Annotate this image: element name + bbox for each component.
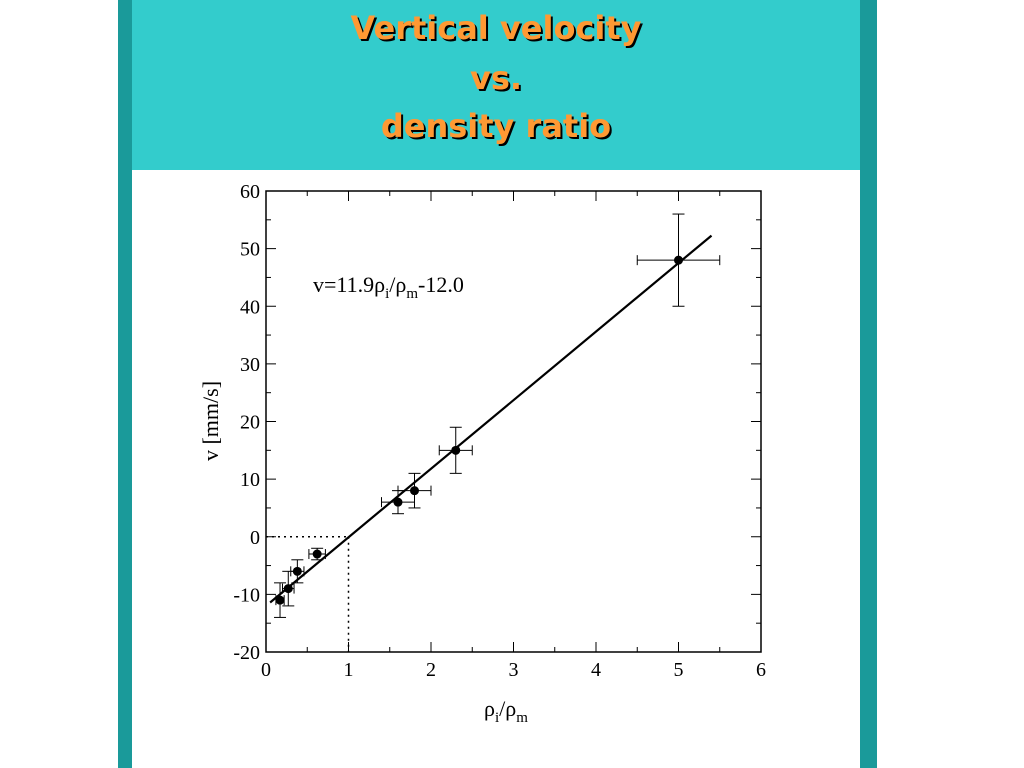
x-tick-label: 2 — [426, 659, 436, 681]
equation-label: v=11.9ρi/ρm-12.0 — [313, 272, 464, 302]
x-tick-label: 5 — [674, 659, 684, 681]
x-label-sub-i: i — [495, 710, 499, 726]
title-line-2: vs. — [469, 59, 523, 97]
y-tick-label: 60 — [240, 181, 260, 203]
x-tick-label: 3 — [509, 659, 519, 681]
title-line-1: Vertical velocity — [350, 9, 642, 47]
y-tick-label: 20 — [240, 412, 260, 434]
fit-line — [269, 234, 713, 604]
y-tick-label: 40 — [240, 296, 260, 318]
data-point — [674, 255, 683, 265]
data-point — [275, 595, 285, 605]
y-tick-label: 50 — [240, 239, 260, 261]
left-side-bar — [118, 0, 132, 768]
x-label-sep: /ρ — [499, 696, 516, 721]
x-axis-label: ρi/ρm — [484, 696, 528, 726]
y-tick-label: 10 — [240, 469, 260, 491]
data-point — [393, 497, 403, 507]
equation-sub-i: i — [385, 286, 389, 302]
y-tick-label: 30 — [240, 354, 260, 376]
equation-post: -12.0 — [418, 272, 464, 297]
data-point — [451, 445, 461, 455]
title-banner — [132, 0, 860, 170]
data-point — [312, 549, 322, 559]
equation-mid: /ρ — [389, 272, 406, 297]
x-tick-label: 0 — [261, 659, 271, 681]
equation-sub-m: m — [406, 286, 418, 302]
y-tick-label: -20 — [233, 642, 260, 664]
x-tick-label: 6 — [756, 659, 766, 681]
right-side-bar — [860, 0, 877, 768]
y-tick-label: -10 — [233, 584, 260, 606]
data-point — [283, 584, 293, 594]
x-label-base: ρ — [484, 696, 495, 721]
y-axis-label: v [mm/s] — [198, 381, 223, 461]
title-line-3: density ratio — [380, 107, 612, 145]
x-label-sub-m: m — [516, 710, 528, 726]
x-tick-label: 4 — [591, 659, 601, 681]
y-tick-label: 0 — [250, 527, 260, 549]
data-point — [410, 486, 419, 496]
x-tick-label: 1 — [344, 659, 354, 681]
equation-pre: v=11.9ρ — [313, 272, 385, 297]
data-point — [292, 566, 302, 576]
